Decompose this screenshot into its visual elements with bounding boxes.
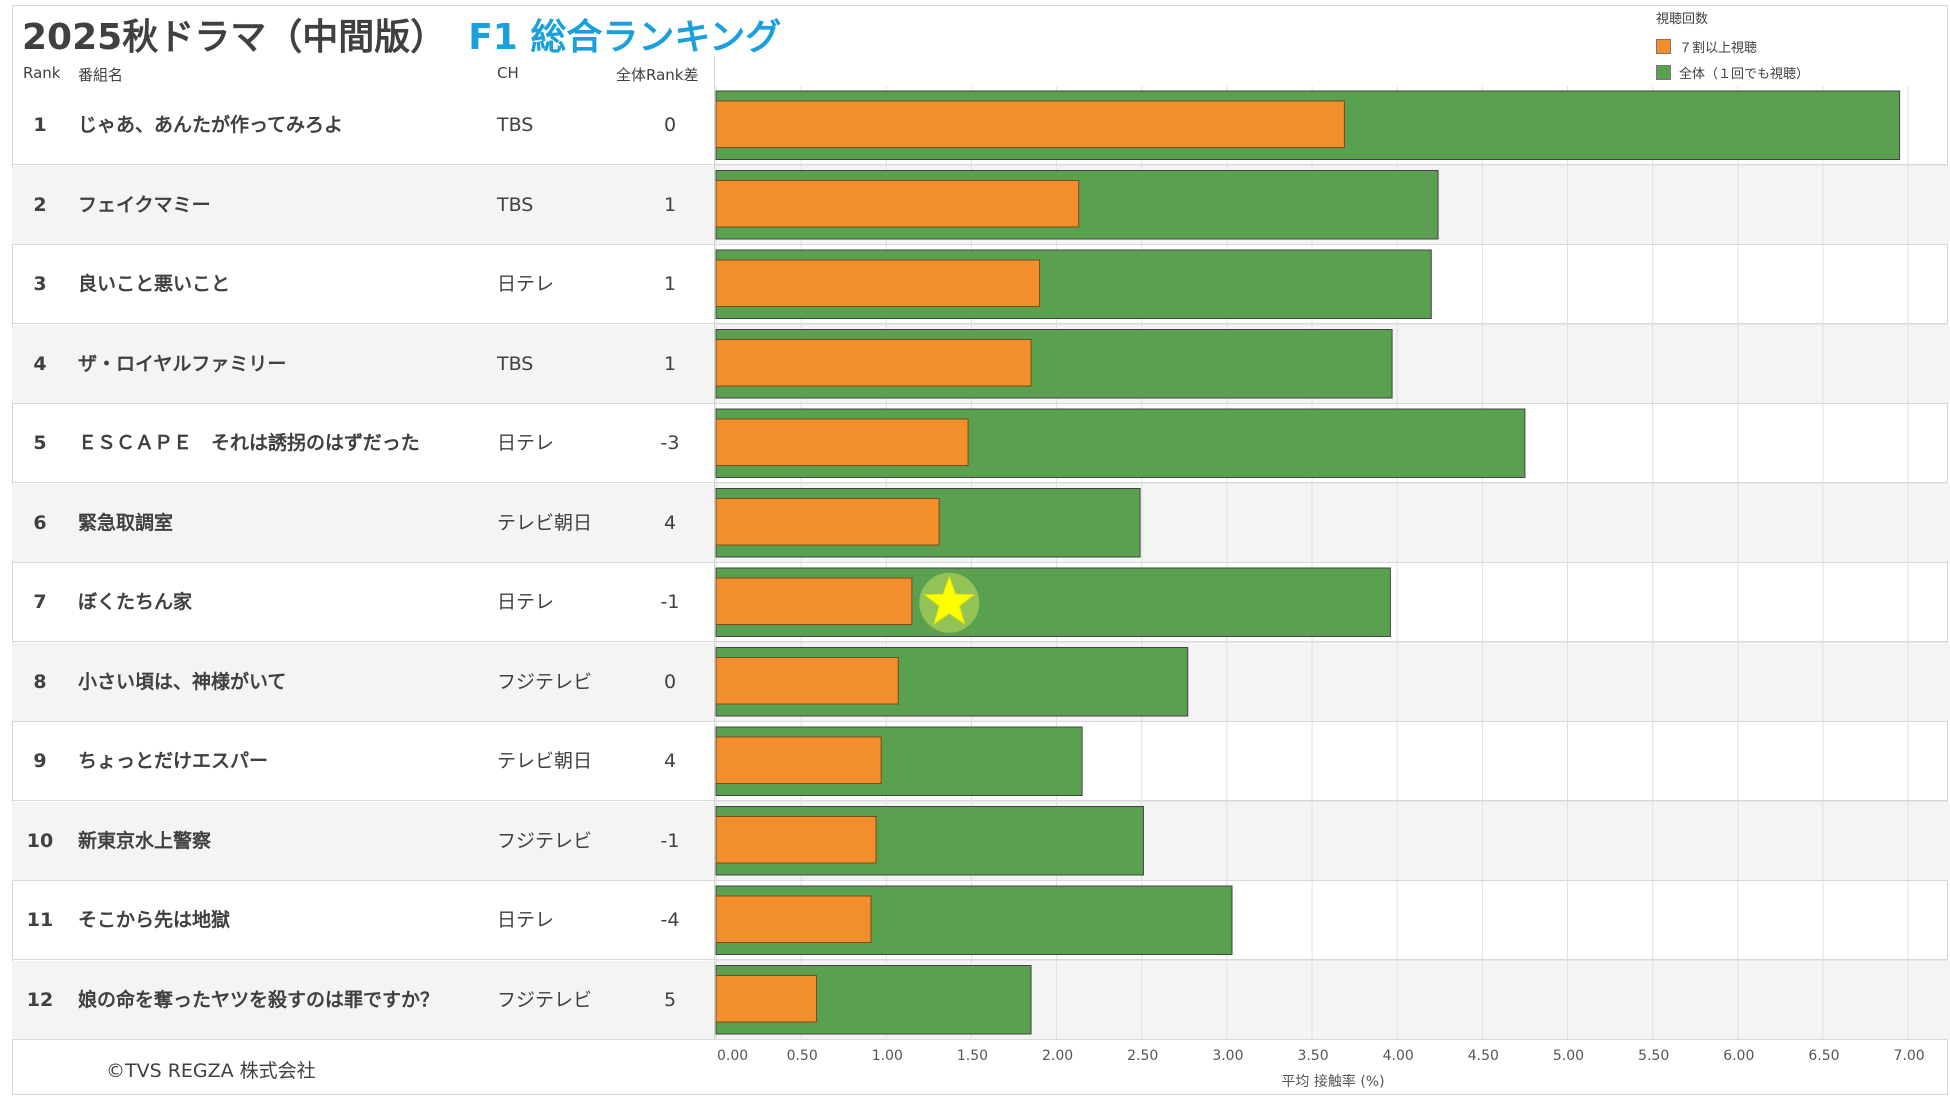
rank-cell: 3 (33, 273, 47, 295)
bar-high-view (715, 259, 1041, 307)
channel-cell: フジテレビ (497, 988, 593, 1011)
rank-diff-cell: 1 (663, 352, 677, 375)
x-tick-label: 4.00 (1383, 1048, 1414, 1064)
header-rank-diff: 全体Rank差 (616, 66, 699, 84)
rank-cell: 6 (33, 511, 47, 534)
rank-diff-cell: 5 (663, 988, 677, 1011)
title-main: 2025秋ドラマ（中間版） (22, 17, 447, 58)
program-cell: 娘の命を奪ったヤツを殺すのは罪ですか？ (78, 988, 440, 1011)
program-cell: そこから先は地獄 (78, 909, 231, 931)
program-cell: ザ・ロイヤルファミリー (78, 352, 287, 375)
program-cell: 小さい頃は、神様がいて (78, 670, 287, 693)
rank-cell: 11 (26, 909, 54, 931)
legend-item-high-view: ７割以上視聴 (1656, 33, 1809, 59)
channel-cell: テレビ朝日 (497, 511, 593, 534)
channel-cell: TBS (497, 193, 534, 216)
x-tick-label: 5.50 (1638, 1048, 1669, 1064)
rank-diff-cell: -1 (660, 591, 680, 613)
legend-swatch-orange (1656, 38, 1671, 54)
bar-high-view (715, 418, 969, 466)
channel-cell: 日テレ (497, 909, 555, 931)
legend-swatch-green (1656, 64, 1671, 80)
rank-cell: 7 (33, 591, 47, 613)
chart-title: 2025秋ドラマ（中間版） F1 総合ランキング (22, 8, 781, 60)
rank-diff-cell: 1 (663, 273, 677, 295)
rank-diff-cell: -4 (660, 909, 680, 931)
rank-diff-cell: -1 (660, 829, 680, 852)
header-program: 番組名 (78, 66, 124, 84)
rank-diff-cell: 0 (663, 670, 677, 693)
channel-cell: テレビ朝日 (497, 750, 593, 772)
bar-high-view (715, 736, 882, 784)
bar-high-view (715, 180, 1080, 228)
bar-high-view (715, 498, 940, 546)
star-icon (923, 575, 976, 626)
program-cell: ＥＳＣＡＰＥ それは誘拐のはずだった (78, 432, 420, 454)
bar-high-view (715, 657, 899, 705)
bar-high-view (715, 339, 1032, 387)
x-tick-label: 0.00 (717, 1048, 748, 1064)
title-highlight: F1 総合ランキング (468, 17, 782, 58)
rank-cell: 2 (33, 193, 47, 216)
rank-cell: 8 (33, 670, 47, 693)
column-separator (714, 56, 715, 1039)
x-tick-label: 6.50 (1808, 1048, 1839, 1064)
x-tick-label: 3.50 (1297, 1048, 1328, 1064)
x-tick-label: 1.50 (957, 1048, 988, 1064)
rank-cell: 12 (26, 988, 54, 1011)
program-cell: フェイクマミー (78, 193, 211, 216)
header-channel: CH (497, 64, 519, 82)
x-tick-label: 1.00 (872, 1048, 903, 1064)
rank-cell: 5 (33, 432, 47, 454)
rank-diff-cell: 1 (663, 193, 677, 216)
program-cell: 新東京水上警察 (78, 829, 212, 852)
rank-cell: 4 (33, 352, 47, 375)
program-cell: ぼくたちん家 (78, 591, 193, 613)
rank-cell: 1 (33, 114, 47, 136)
rank-cell: 10 (26, 829, 54, 852)
x-tick-label: 5.00 (1553, 1048, 1584, 1064)
legend-label-total: 全体（１回でも視聴） (1679, 66, 1810, 82)
bar-high-view (715, 577, 913, 625)
bar-high-view (715, 895, 872, 943)
program-cell: 良いこと悪いこと (78, 273, 231, 295)
x-tick-label: 0.50 (787, 1048, 818, 1064)
channel-cell: TBS (497, 114, 534, 136)
program-cell: じゃあ、あんたが作ってみろよ (78, 114, 344, 136)
channel-cell: TBS (497, 352, 534, 375)
legend-item-total: 全体（１回でも視聴） (1656, 59, 1809, 85)
bar-high-view (715, 975, 817, 1023)
program-cell: ちょっとだけエスパー (78, 750, 269, 772)
x-tick-label: 6.00 (1723, 1048, 1754, 1064)
channel-cell: フジテレビ (497, 829, 593, 852)
x-axis-label: 平均 接触率 (%) (1281, 1073, 1384, 1090)
rank-diff-cell: -3 (660, 432, 680, 454)
legend-label-high-view: ７割以上視聴 (1679, 40, 1758, 56)
x-tick-label: 2.00 (1042, 1048, 1073, 1064)
bar-high-view (715, 100, 1345, 148)
x-tick-label: 4.50 (1468, 1048, 1499, 1064)
rank-diff-cell: 0 (663, 114, 677, 136)
channel-cell: 日テレ (497, 432, 555, 454)
rank-diff-cell: 4 (663, 511, 677, 534)
channel-cell: 日テレ (497, 273, 555, 295)
channel-cell: フジテレビ (497, 670, 593, 693)
program-cell: 緊急取調室 (78, 511, 174, 534)
rank-diff-cell: 4 (663, 750, 677, 772)
bar-high-view (715, 816, 877, 864)
channel-cell: 日テレ (497, 591, 555, 613)
x-tick-label: 2.50 (1127, 1048, 1158, 1064)
x-tick-label: 7.00 (1894, 1048, 1925, 1064)
header-rank: Rank (23, 64, 61, 82)
rank-cell: 9 (33, 750, 47, 772)
copyright: ©TVS REGZA 株式会社 (106, 1060, 316, 1082)
x-tick-label: 3.00 (1212, 1048, 1243, 1064)
legend: 視聴回数 ７割以上視聴 全体（１回でも視聴） (1656, 8, 1809, 85)
legend-title: 視聴回数 (1656, 12, 1709, 27)
